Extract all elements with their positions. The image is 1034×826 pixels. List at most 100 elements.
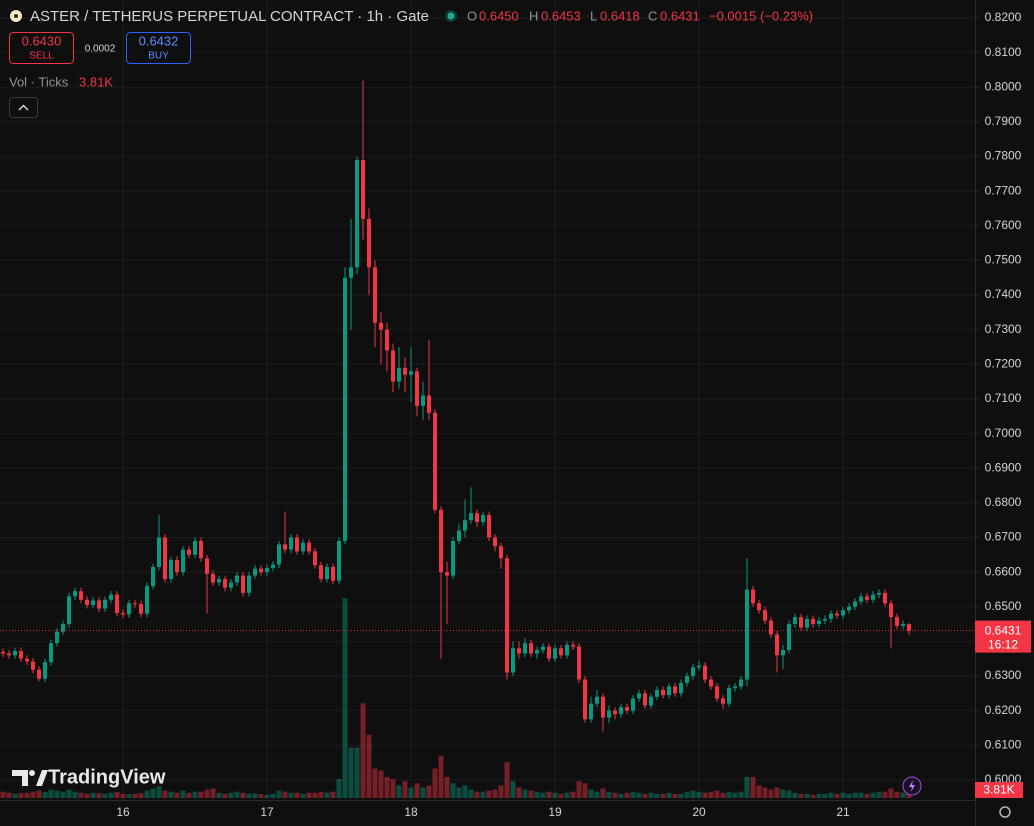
volume-bar bbox=[246, 793, 252, 798]
volume-bar bbox=[330, 791, 336, 798]
volume-bar bbox=[666, 792, 672, 798]
candle-body bbox=[67, 596, 71, 625]
buy-label: BUY bbox=[148, 51, 169, 62]
candle-body bbox=[853, 601, 857, 607]
price-axis bbox=[975, 0, 1034, 826]
volume-bar bbox=[762, 787, 768, 798]
candle-body bbox=[547, 646, 551, 659]
y-tick-label: 0.7100 bbox=[985, 391, 1022, 405]
time-axis bbox=[0, 800, 975, 826]
y-tick-label: 0.7000 bbox=[985, 426, 1022, 440]
volume-bar bbox=[624, 792, 630, 798]
candle-body bbox=[775, 634, 779, 656]
volume-bar bbox=[108, 792, 114, 798]
candle-body bbox=[253, 568, 257, 576]
candle-body bbox=[535, 650, 539, 654]
candle-body bbox=[805, 618, 809, 628]
volume-bar bbox=[258, 794, 264, 798]
volume-bar bbox=[432, 768, 438, 798]
candle-body bbox=[757, 603, 761, 611]
volume-bar bbox=[618, 793, 624, 798]
volume-bar bbox=[684, 791, 690, 798]
volume-bar bbox=[660, 793, 666, 798]
candle-body bbox=[175, 560, 179, 573]
candle-body bbox=[187, 549, 191, 555]
volume-bar bbox=[12, 793, 18, 798]
volume-bar bbox=[360, 703, 366, 798]
volume-bar bbox=[252, 793, 258, 798]
candle-body bbox=[877, 592, 881, 595]
candle-body bbox=[295, 537, 299, 552]
y-tick-label: 0.7600 bbox=[985, 218, 1022, 232]
volume-bar bbox=[834, 793, 840, 798]
y-tick-label: 0.7400 bbox=[985, 287, 1022, 301]
volume-bar bbox=[798, 793, 804, 798]
candle-body bbox=[733, 686, 737, 689]
volume-bar bbox=[180, 790, 186, 798]
candle-body bbox=[97, 600, 101, 609]
candle-body bbox=[343, 277, 347, 541]
candle-body bbox=[61, 624, 65, 632]
candle-body bbox=[229, 582, 233, 588]
volume-bar bbox=[336, 779, 342, 798]
volume-bar bbox=[306, 792, 312, 798]
candle-body bbox=[631, 698, 635, 711]
logo-mark bbox=[12, 770, 28, 786]
candle-body bbox=[673, 686, 677, 694]
volume-bar bbox=[600, 788, 606, 798]
volume-bar bbox=[588, 789, 594, 798]
status-dot bbox=[447, 12, 455, 20]
volume-bar bbox=[414, 783, 420, 798]
buy-button[interactable] bbox=[126, 32, 191, 64]
candle-body bbox=[163, 537, 167, 580]
volume-bar bbox=[240, 792, 246, 798]
candle-body bbox=[787, 624, 791, 651]
candle-body bbox=[625, 707, 629, 711]
candle-body bbox=[637, 693, 641, 699]
y-tick-label: 0.8000 bbox=[985, 79, 1022, 93]
volume-bar bbox=[204, 789, 210, 798]
volume-bar bbox=[300, 793, 306, 798]
volume-bar bbox=[582, 783, 588, 798]
candle-body bbox=[433, 412, 437, 510]
candle-body bbox=[247, 575, 251, 593]
settings-icon[interactable] bbox=[999, 806, 1011, 818]
volume-bar bbox=[744, 776, 750, 798]
volume-bar bbox=[126, 794, 132, 798]
volume-bar bbox=[186, 792, 192, 798]
volume-bar bbox=[6, 792, 12, 798]
candle-body bbox=[655, 689, 659, 697]
logo-mark bbox=[29, 770, 35, 776]
y-tick-label: 0.6900 bbox=[985, 460, 1022, 474]
y-tick-label: 0.6300 bbox=[985, 668, 1022, 682]
volume-bar bbox=[882, 791, 888, 798]
volume-bar bbox=[480, 791, 486, 798]
candle-body bbox=[715, 686, 719, 699]
volume-bar bbox=[786, 790, 792, 798]
collapse-button[interactable] bbox=[9, 97, 38, 118]
volume-bar bbox=[162, 790, 168, 798]
sell-button[interactable] bbox=[9, 32, 74, 64]
volume-bar bbox=[654, 793, 660, 798]
volume-bar bbox=[516, 787, 522, 798]
volume-bar bbox=[294, 792, 300, 798]
candle-body bbox=[865, 596, 869, 600]
collapse-icon bbox=[18, 104, 29, 111]
candle-body bbox=[895, 617, 899, 626]
candle-body bbox=[511, 648, 515, 673]
volume-bar bbox=[402, 781, 408, 798]
candle-body bbox=[493, 537, 497, 547]
y-tick-label: 0.7500 bbox=[985, 253, 1022, 267]
volume-bar bbox=[216, 792, 222, 798]
volume-bar bbox=[828, 792, 834, 798]
candle-body bbox=[373, 267, 377, 323]
candle-body bbox=[43, 662, 47, 679]
volume-bar bbox=[504, 762, 510, 798]
volume-bar bbox=[774, 787, 780, 798]
candle-body bbox=[223, 579, 227, 588]
candle-body bbox=[85, 599, 89, 606]
volume-bar bbox=[96, 793, 102, 798]
candle-body bbox=[529, 643, 533, 654]
y-tick-label: 0.6500 bbox=[985, 599, 1022, 613]
